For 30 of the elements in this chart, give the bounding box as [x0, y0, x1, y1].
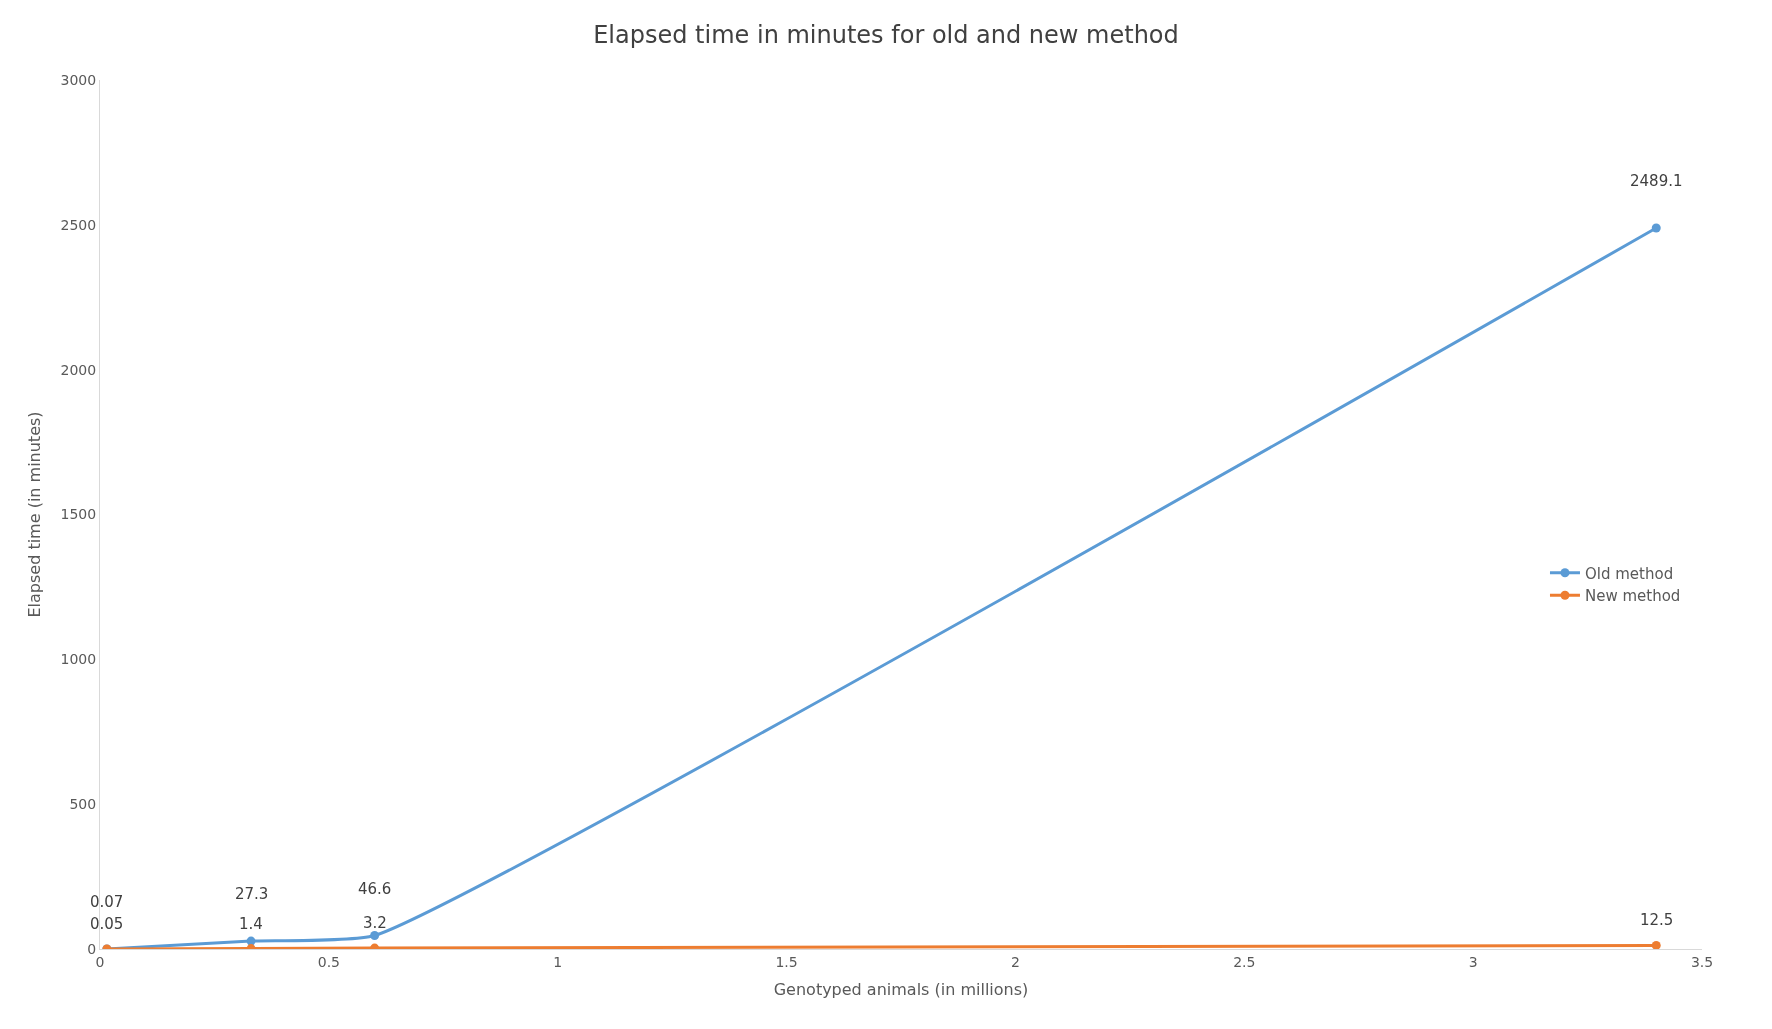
y-tick-label: 0	[87, 940, 97, 957]
x-tick-label: 1.5	[775, 953, 798, 970]
y-tick-label: 3000	[60, 71, 97, 88]
y-tick-label: 2500	[60, 216, 97, 233]
point	[1651, 940, 1661, 949]
chart-title: Elapsed time in minutes for old and new method	[593, 20, 1179, 49]
legend-label: New method	[1584, 587, 1681, 606]
data-label: 27.3	[235, 885, 269, 903]
data-label: 0.05	[90, 915, 124, 933]
data-label: 0.07	[90, 893, 124, 911]
data-label: 46.6	[358, 880, 392, 898]
data-label: 3.2	[363, 914, 387, 932]
data-label: 12.5	[1640, 911, 1674, 929]
x-tick-label: 3	[1468, 953, 1478, 970]
y-tick-label: 2000	[60, 361, 97, 378]
y-tick-label: 1000	[60, 651, 97, 668]
x-tick-label: 1	[553, 953, 563, 970]
point	[370, 931, 380, 940]
legend-label: Old method	[1584, 564, 1674, 583]
x-axis-title: Genotyped animals (in millions)	[773, 980, 1029, 1000]
x-tick-label: 3.5	[1690, 953, 1714, 970]
x-tick-label: 0.5	[317, 953, 340, 970]
data-label: 1.4	[239, 915, 263, 933]
x-tick-label: 2.5	[1233, 953, 1256, 970]
y-tick-label: 1500	[60, 506, 97, 523]
point	[1651, 223, 1661, 233]
y-tick-label: 500	[69, 796, 97, 813]
data-label: 2489.1	[1630, 172, 1683, 190]
y-axis-title: Elapsed time (in minutes)	[25, 411, 45, 618]
x-tick-label: 2	[1010, 953, 1020, 970]
